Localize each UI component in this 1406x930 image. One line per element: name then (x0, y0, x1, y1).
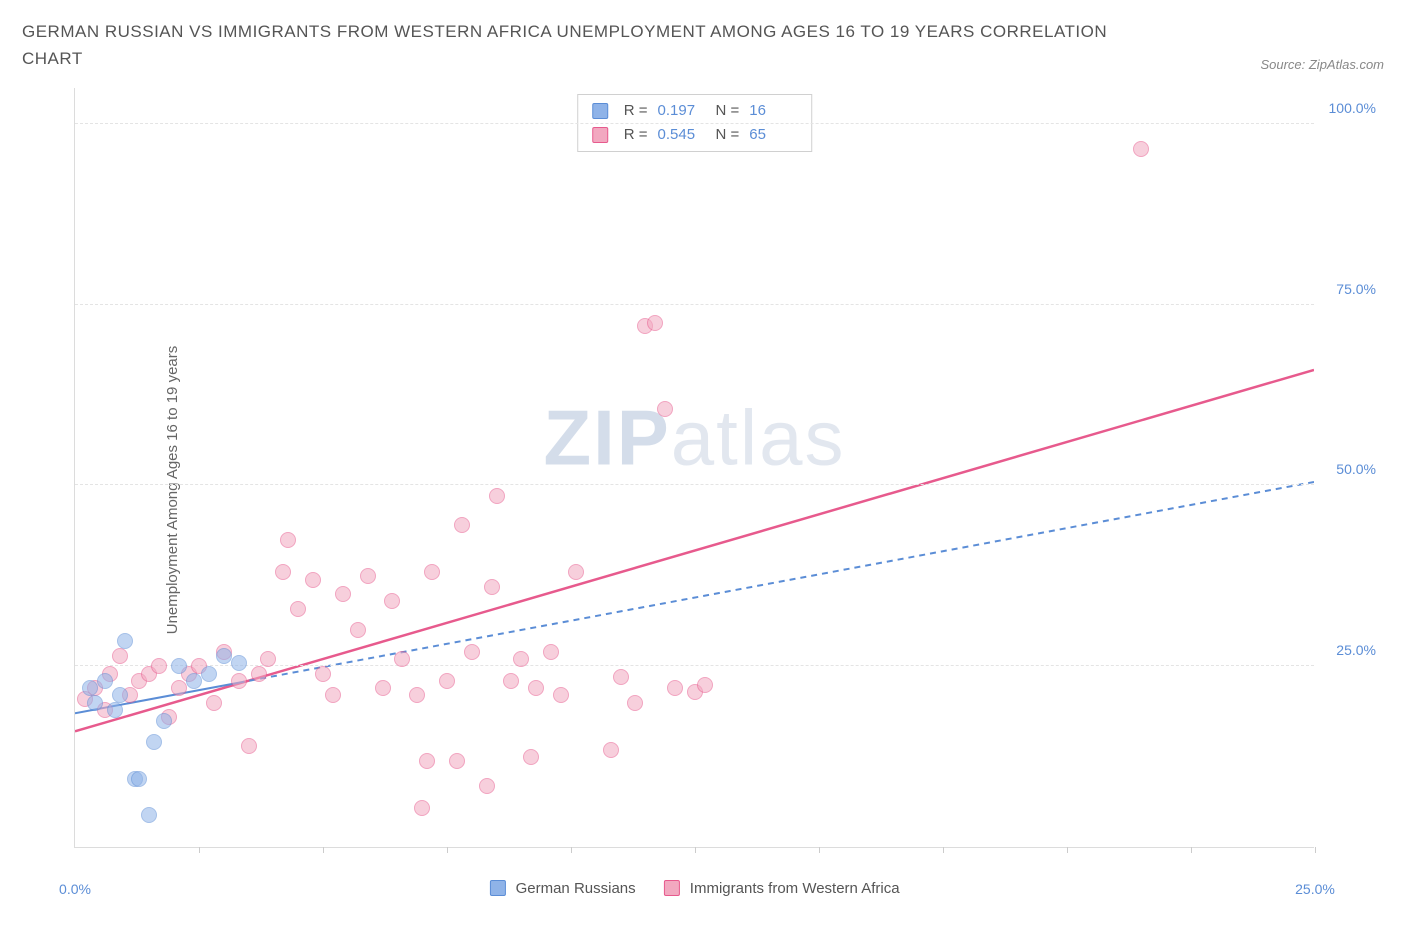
gridline (75, 304, 1314, 305)
y-tick-label: 75.0% (1336, 281, 1376, 297)
swatch-wa-icon (664, 880, 680, 896)
point-wa (464, 644, 480, 660)
point-wa (260, 651, 276, 667)
point-wa (603, 742, 619, 758)
point-german (156, 713, 172, 729)
watermark: ZIPatlas (543, 392, 845, 483)
point-wa (275, 564, 291, 580)
x-tick-mark (1191, 847, 1192, 853)
point-wa (325, 687, 341, 703)
point-wa (409, 687, 425, 703)
y-tick-label: 50.0% (1336, 461, 1376, 477)
swatch-german (592, 103, 608, 119)
point-german (131, 771, 147, 787)
point-wa (241, 738, 257, 754)
point-wa (439, 673, 455, 689)
point-wa (523, 749, 539, 765)
point-wa (315, 666, 331, 682)
x-tick-mark (819, 847, 820, 853)
gridline (75, 123, 1314, 124)
point-wa (513, 651, 529, 667)
point-wa (627, 695, 643, 711)
point-wa (360, 568, 376, 584)
point-wa (568, 564, 584, 580)
plot-area: ZIPatlas R = 0.197 N = 16 R = 0.545 N = … (74, 88, 1314, 848)
point-german (231, 655, 247, 671)
point-wa (484, 579, 500, 595)
point-german (87, 695, 103, 711)
chart-title: GERMAN RUSSIAN VS IMMIGRANTS FROM WESTER… (22, 18, 1122, 72)
point-wa (503, 673, 519, 689)
x-tick-mark (1067, 847, 1068, 853)
point-wa (375, 680, 391, 696)
series-legend: German Russians Immigrants from Western … (489, 880, 899, 897)
x-tick-mark (943, 847, 944, 853)
n-value-german: 16 (749, 99, 797, 123)
x-tick-mark (1315, 847, 1316, 853)
x-tick-mark (447, 847, 448, 853)
point-wa (335, 586, 351, 602)
n-value-wa: 65 (749, 123, 797, 147)
point-wa (414, 800, 430, 816)
legend-item-german: German Russians (489, 880, 635, 897)
x-tick-label: 25.0% (1295, 881, 1335, 897)
point-wa (305, 572, 321, 588)
point-german (97, 673, 113, 689)
point-wa (394, 651, 410, 667)
point-wa (350, 622, 366, 638)
point-wa (697, 677, 713, 693)
legend-item-wa: Immigrants from Western Africa (664, 880, 900, 897)
point-german (107, 702, 123, 718)
source-label: Source: ZipAtlas.com (1260, 57, 1384, 72)
y-tick-label: 25.0% (1336, 642, 1376, 658)
point-german (117, 633, 133, 649)
point-wa (251, 666, 267, 682)
point-wa (528, 680, 544, 696)
r-value-wa: 0.545 (658, 123, 706, 147)
swatch-german-icon (489, 880, 505, 896)
point-wa (112, 648, 128, 664)
point-german (141, 807, 157, 823)
point-wa (647, 315, 663, 331)
point-wa (419, 753, 435, 769)
point-wa (454, 517, 470, 533)
point-wa (667, 680, 683, 696)
r-value-german: 0.197 (658, 99, 706, 123)
x-tick-mark (323, 847, 324, 853)
point-wa (553, 687, 569, 703)
point-wa (657, 401, 673, 417)
point-wa (290, 601, 306, 617)
point-wa (384, 593, 400, 609)
point-german (216, 648, 232, 664)
point-wa (543, 644, 559, 660)
point-wa (613, 669, 629, 685)
x-tick-mark (199, 847, 200, 853)
point-wa (1133, 141, 1149, 157)
chart-container: Unemployment Among Ages 16 to 19 years Z… (22, 80, 1382, 900)
point-german (201, 666, 217, 682)
trend-lines (75, 88, 1314, 847)
x-tick-mark (695, 847, 696, 853)
point-wa (479, 778, 495, 794)
point-wa (489, 488, 505, 504)
point-wa (231, 673, 247, 689)
x-tick-mark (571, 847, 572, 853)
point-wa (206, 695, 222, 711)
y-tick-label: 100.0% (1329, 100, 1376, 116)
point-wa (424, 564, 440, 580)
point-wa (151, 658, 167, 674)
stats-row-wa: R = 0.545 N = 65 (592, 123, 798, 147)
point-wa (280, 532, 296, 548)
point-german (112, 687, 128, 703)
x-tick-label: 0.0% (59, 881, 91, 897)
swatch-wa (592, 127, 608, 143)
gridline (75, 484, 1314, 485)
point-german (171, 658, 187, 674)
point-wa (171, 680, 187, 696)
point-german (186, 673, 202, 689)
point-german (146, 734, 162, 750)
point-wa (449, 753, 465, 769)
stats-row-german: R = 0.197 N = 16 (592, 99, 798, 123)
